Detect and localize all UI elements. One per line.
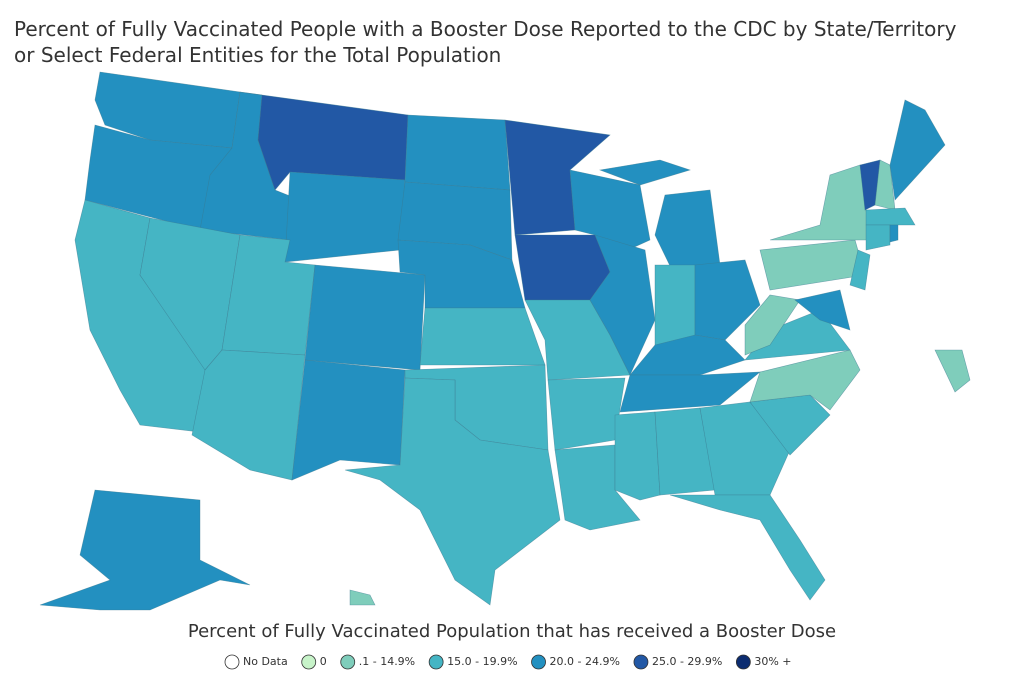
- legend-swatch: [340, 654, 356, 670]
- legend-label: 30% +: [754, 655, 791, 668]
- region[interactable]: [654, 264, 696, 346]
- legend-label: 0: [320, 655, 327, 668]
- region[interactable]: [619, 371, 761, 413]
- legend-swatch: [633, 654, 649, 670]
- region[interactable]: [889, 99, 946, 201]
- region[interactable]: [404, 114, 511, 191]
- region[interactable]: [291, 359, 406, 481]
- region[interactable]: [794, 289, 851, 331]
- map-title: Percent of Fully Vaccinated People with …: [14, 17, 957, 41]
- legend-label: 20.0 - 24.9%: [550, 655, 620, 668]
- region[interactable]: [39, 489, 251, 611]
- regions: [39, 71, 971, 611]
- region[interactable]: [654, 189, 721, 271]
- region[interactable]: [514, 234, 611, 301]
- region[interactable]: [349, 589, 376, 606]
- legend-label: 25.0 - 29.9%: [652, 655, 722, 668]
- region[interactable]: [191, 349, 306, 481]
- legend-label: 15.0 - 19.9%: [447, 655, 517, 668]
- region[interactable]: [694, 259, 761, 341]
- legend-swatch: [301, 654, 317, 670]
- region[interactable]: [304, 264, 426, 371]
- region[interactable]: [344, 377, 561, 606]
- legend-title: Percent of Fully Vaccinated Population t…: [188, 621, 836, 642]
- legend-swatch: [428, 654, 444, 670]
- region[interactable]: [865, 207, 916, 226]
- region[interactable]: [419, 307, 546, 366]
- legend: No Data 0 .1 - 14.9% 15.0 - 19.9% 20.0 - 24.…: [224, 654, 792, 670]
- legend-label: .1 - 14.9%: [359, 655, 415, 668]
- region[interactable]: [669, 494, 826, 601]
- region[interactable]: [889, 224, 899, 243]
- region[interactable]: [284, 171, 406, 263]
- region[interactable]: [849, 249, 871, 291]
- region[interactable]: [598, 159, 691, 186]
- map-title: or Select Federal Entities for the Total…: [14, 43, 501, 67]
- legend-swatch: [735, 654, 751, 670]
- region[interactable]: [934, 349, 971, 393]
- legend-swatch: [531, 654, 546, 670]
- region[interactable]: [759, 239, 866, 291]
- region[interactable]: [744, 294, 801, 356]
- region[interactable]: [547, 377, 626, 451]
- region[interactable]: [865, 224, 891, 251]
- region[interactable]: [614, 411, 661, 501]
- region[interactable]: [589, 234, 656, 376]
- legend-swatch: [224, 654, 240, 670]
- legend-label: No Data: [243, 655, 288, 668]
- region[interactable]: [629, 334, 746, 376]
- region[interactable]: [769, 164, 871, 241]
